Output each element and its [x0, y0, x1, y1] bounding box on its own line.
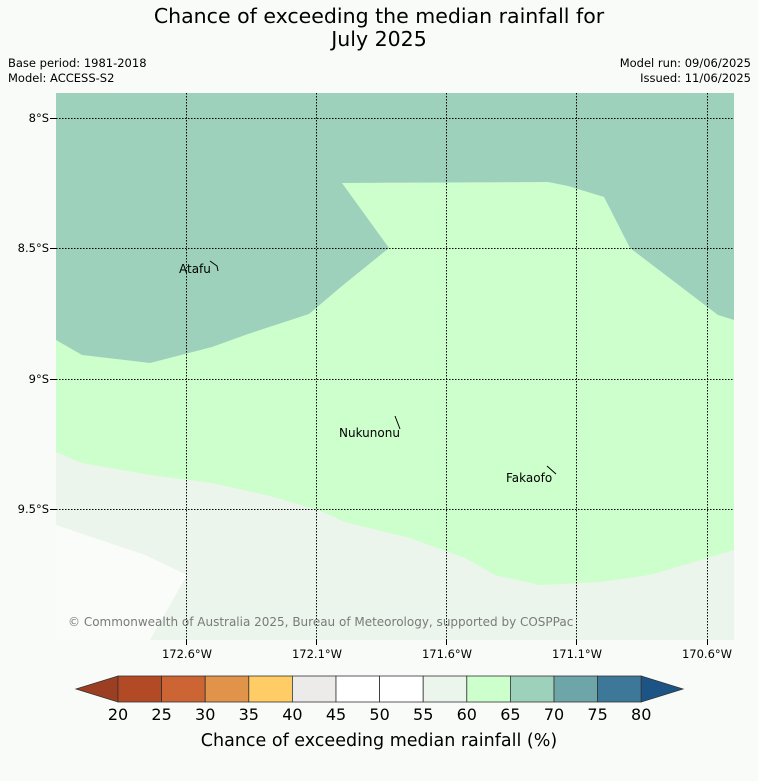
- colorbar-tick-65: 65: [500, 705, 521, 724]
- chart-title: Chance of exceeding the median rainfall …: [0, 5, 758, 51]
- colorbar-tick-25: 25: [151, 705, 172, 724]
- colorbar-tick-30: 30: [195, 705, 216, 724]
- colorbar-segment-35-40: [248, 675, 293, 703]
- colorbar-tick-50: 50: [369, 705, 390, 724]
- lon-label-4: 171.1°W: [551, 647, 603, 661]
- colorbar-tick-60: 60: [456, 705, 477, 724]
- graticule: [56, 93, 734, 640]
- copyright-note: © Commonwealth of Australia 2025, Bureau…: [68, 615, 573, 629]
- issued-date: Issued: 11/06/2025: [640, 71, 751, 85]
- base-period: Base period: 1981-2018: [8, 56, 147, 70]
- lat-label-2: 8.5°S: [17, 241, 49, 255]
- model-run: Model run: 09/06/2025: [619, 56, 751, 70]
- colorbar: [74, 675, 685, 703]
- place-nukunonu: Nukunonu: [339, 426, 400, 440]
- colorbar-tick-80: 80: [631, 705, 652, 724]
- lon-label-3: 171.6°W: [421, 647, 473, 661]
- colorbar-tick-55: 55: [413, 705, 434, 724]
- colorbar-over-arrow: [640, 675, 685, 703]
- title-line-2: July 2025: [331, 27, 427, 51]
- place-atafu: Atafu: [179, 262, 211, 276]
- colorbar-segment-60-65: [466, 675, 511, 703]
- colorbar-segment-65-70: [509, 675, 555, 703]
- atolls: [209, 260, 557, 475]
- lat-label-4: 9.5°S: [17, 502, 49, 516]
- colorbar-segment-30-35: [204, 675, 250, 703]
- colorbar-tick-20: 20: [107, 705, 129, 724]
- lon-label-2: 172.1°W: [291, 647, 343, 661]
- map-area: Atafu Nukunonu Fakaofo © Commonwealth of…: [56, 93, 734, 640]
- colorbar-segment-20-25: [117, 675, 162, 703]
- colorbar-tick-45: 45: [325, 705, 347, 724]
- colorbar-segment-70-75: [553, 675, 598, 703]
- axis-ticks: [50, 118, 708, 645]
- colorbar-segment-55-60: [422, 675, 468, 703]
- colorbar-under-arrow: [74, 675, 119, 703]
- colorbar-segment-45-50: [335, 675, 380, 703]
- title-line-1: Chance of exceeding the median rainfall …: [153, 4, 605, 28]
- lon-label-5: 170.6°W: [681, 647, 733, 661]
- lat-label-1: 8°S: [28, 111, 49, 125]
- colorbar-segment-25-30: [161, 675, 206, 703]
- colorbar-tick-35: 35: [238, 705, 259, 724]
- fakaofo-atoll: [546, 465, 557, 475]
- colorbar-segment-40-45: [291, 675, 337, 703]
- colorbar-label: Chance of exceeding median rainfall (%): [200, 731, 558, 751]
- model-name: Model: ACCESS-S2: [8, 71, 115, 85]
- band-70-region: [56, 93, 734, 363]
- lon-label-1: 172.6°W: [161, 647, 213, 661]
- band-55-region: [56, 525, 187, 640]
- colorbar-segment-50-55: [379, 675, 424, 703]
- colorbar-tick-70: 70: [543, 705, 565, 724]
- meta-left: Base period: 1981-2018 Model: ACCESS-S2: [8, 56, 147, 86]
- nukunonu-atoll: [394, 415, 401, 430]
- colorbar-tick-40: 40: [282, 705, 303, 724]
- colorbar-segment-75-80: [597, 675, 642, 703]
- meta-right: Model run: 09/06/2025 Issued: 11/06/2025: [620, 56, 751, 86]
- place-fakaofo: Fakaofo: [506, 471, 552, 485]
- colorbar-tick-75: 75: [587, 705, 608, 724]
- atafu-atoll: [209, 260, 219, 272]
- lat-label-3: 9°S: [28, 372, 49, 386]
- band-65-region: [56, 182, 734, 585]
